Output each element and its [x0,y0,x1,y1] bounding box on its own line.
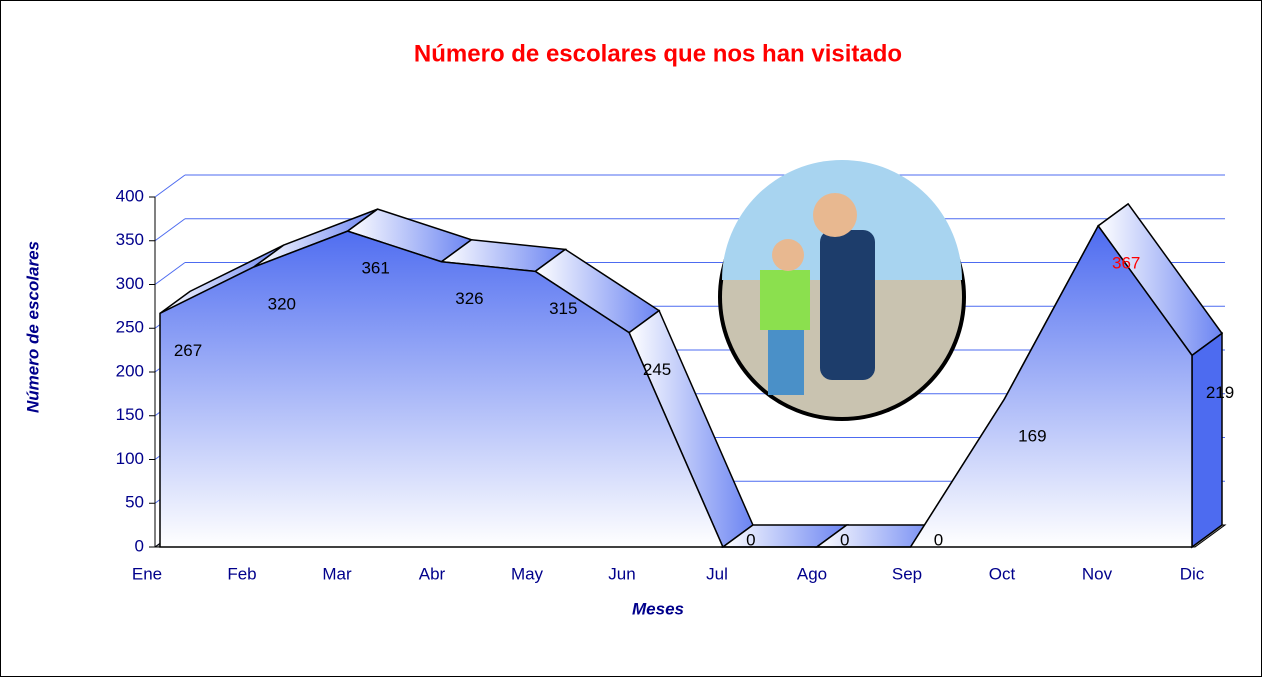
chart-title: Número de escolares que nos han visitado [414,40,902,67]
y-tick-label: 200 [116,361,144,380]
x-tick-label: Jun [608,564,635,583]
value-label: 326 [455,289,483,308]
x-tick-label: Oct [989,564,1016,583]
x-tick-label: Sep [892,564,922,583]
y-tick-label: 400 [116,186,144,205]
x-tick-label: Nov [1082,564,1113,583]
value-label: 245 [643,360,671,379]
y-tick-label: 50 [125,493,144,512]
value-label: 320 [268,294,296,313]
x-tick-label: Jul [706,564,728,583]
value-label: 315 [549,299,577,318]
page: Número de escolares que nos han visitado… [0,0,1263,678]
value-label: 219 [1206,383,1234,402]
x-tick-label: Ene [132,564,162,583]
x-tick-label: Feb [227,564,256,583]
y-tick-label: 0 [135,536,144,555]
y-tick-label: 300 [116,274,144,293]
x-tick-label: Abr [419,564,446,583]
x-tick-label: Ago [797,564,827,583]
y-axis-label: Número de escolares [23,241,42,413]
chart: Número de escolares que nos han visitado… [0,0,1263,678]
area-side-face [1192,333,1222,547]
x-tick-label: Mar [322,564,352,583]
value-label: 267 [174,341,202,360]
value-label: 367 [1112,253,1140,272]
value-label: 361 [361,259,389,278]
y-tick-label: 150 [116,405,144,424]
y-tick-label: 250 [116,318,144,337]
x-tick-label: Dic [1180,564,1205,583]
x-axis-label: Meses [632,599,684,618]
y-tick-label: 350 [116,230,144,249]
y-tick-label: 100 [116,449,144,468]
x-tick-label: May [511,564,544,583]
value-label: 169 [1018,427,1046,446]
illustration [720,160,964,419]
